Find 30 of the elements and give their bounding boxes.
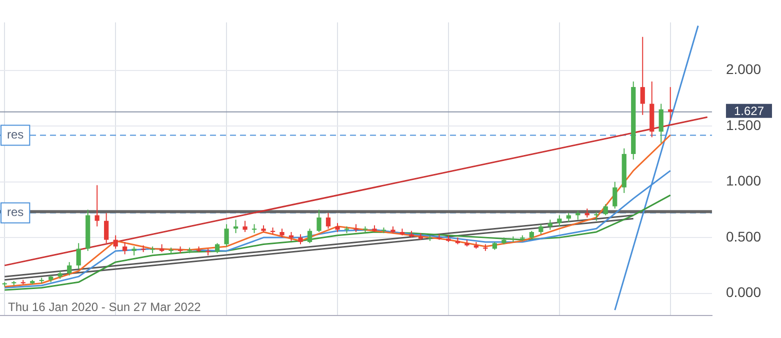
y-tick-label: 0.000 (726, 284, 762, 300)
ref-line-label: 1.627 (734, 104, 764, 118)
candlestick (104, 212, 109, 244)
y-tick-label: 2.000 (726, 61, 762, 78)
candlestick (67, 262, 72, 276)
ref-line-label: res (7, 128, 24, 142)
y-tick-label: 1.500 (726, 116, 762, 133)
candlestick (113, 234, 118, 250)
candlestick (316, 209, 322, 232)
candlestick (668, 86, 673, 122)
candlestick (640, 36, 645, 116)
candlestick (603, 204, 608, 216)
candlestick (76, 242, 81, 270)
annotation: Thu 16 Jan 2020 - Sun 27 Mar 2022 (8, 300, 202, 314)
candlestick (307, 228, 312, 244)
candlestick (94, 184, 100, 227)
candlestick (224, 224, 229, 247)
ref-line-label: res (7, 205, 24, 220)
candlestick (557, 214, 562, 227)
candlestick (122, 242, 128, 255)
candlestick (548, 219, 552, 230)
y-tick-label: 0.500 (726, 228, 762, 244)
y-tick-label: 1.000 (726, 172, 762, 189)
candlestick (326, 212, 331, 230)
candlestick (214, 242, 220, 254)
candlestick (538, 224, 544, 235)
candlestick (298, 234, 303, 245)
candlestick (612, 181, 618, 210)
candlestick (242, 220, 248, 232)
candlestick (658, 103, 664, 144)
